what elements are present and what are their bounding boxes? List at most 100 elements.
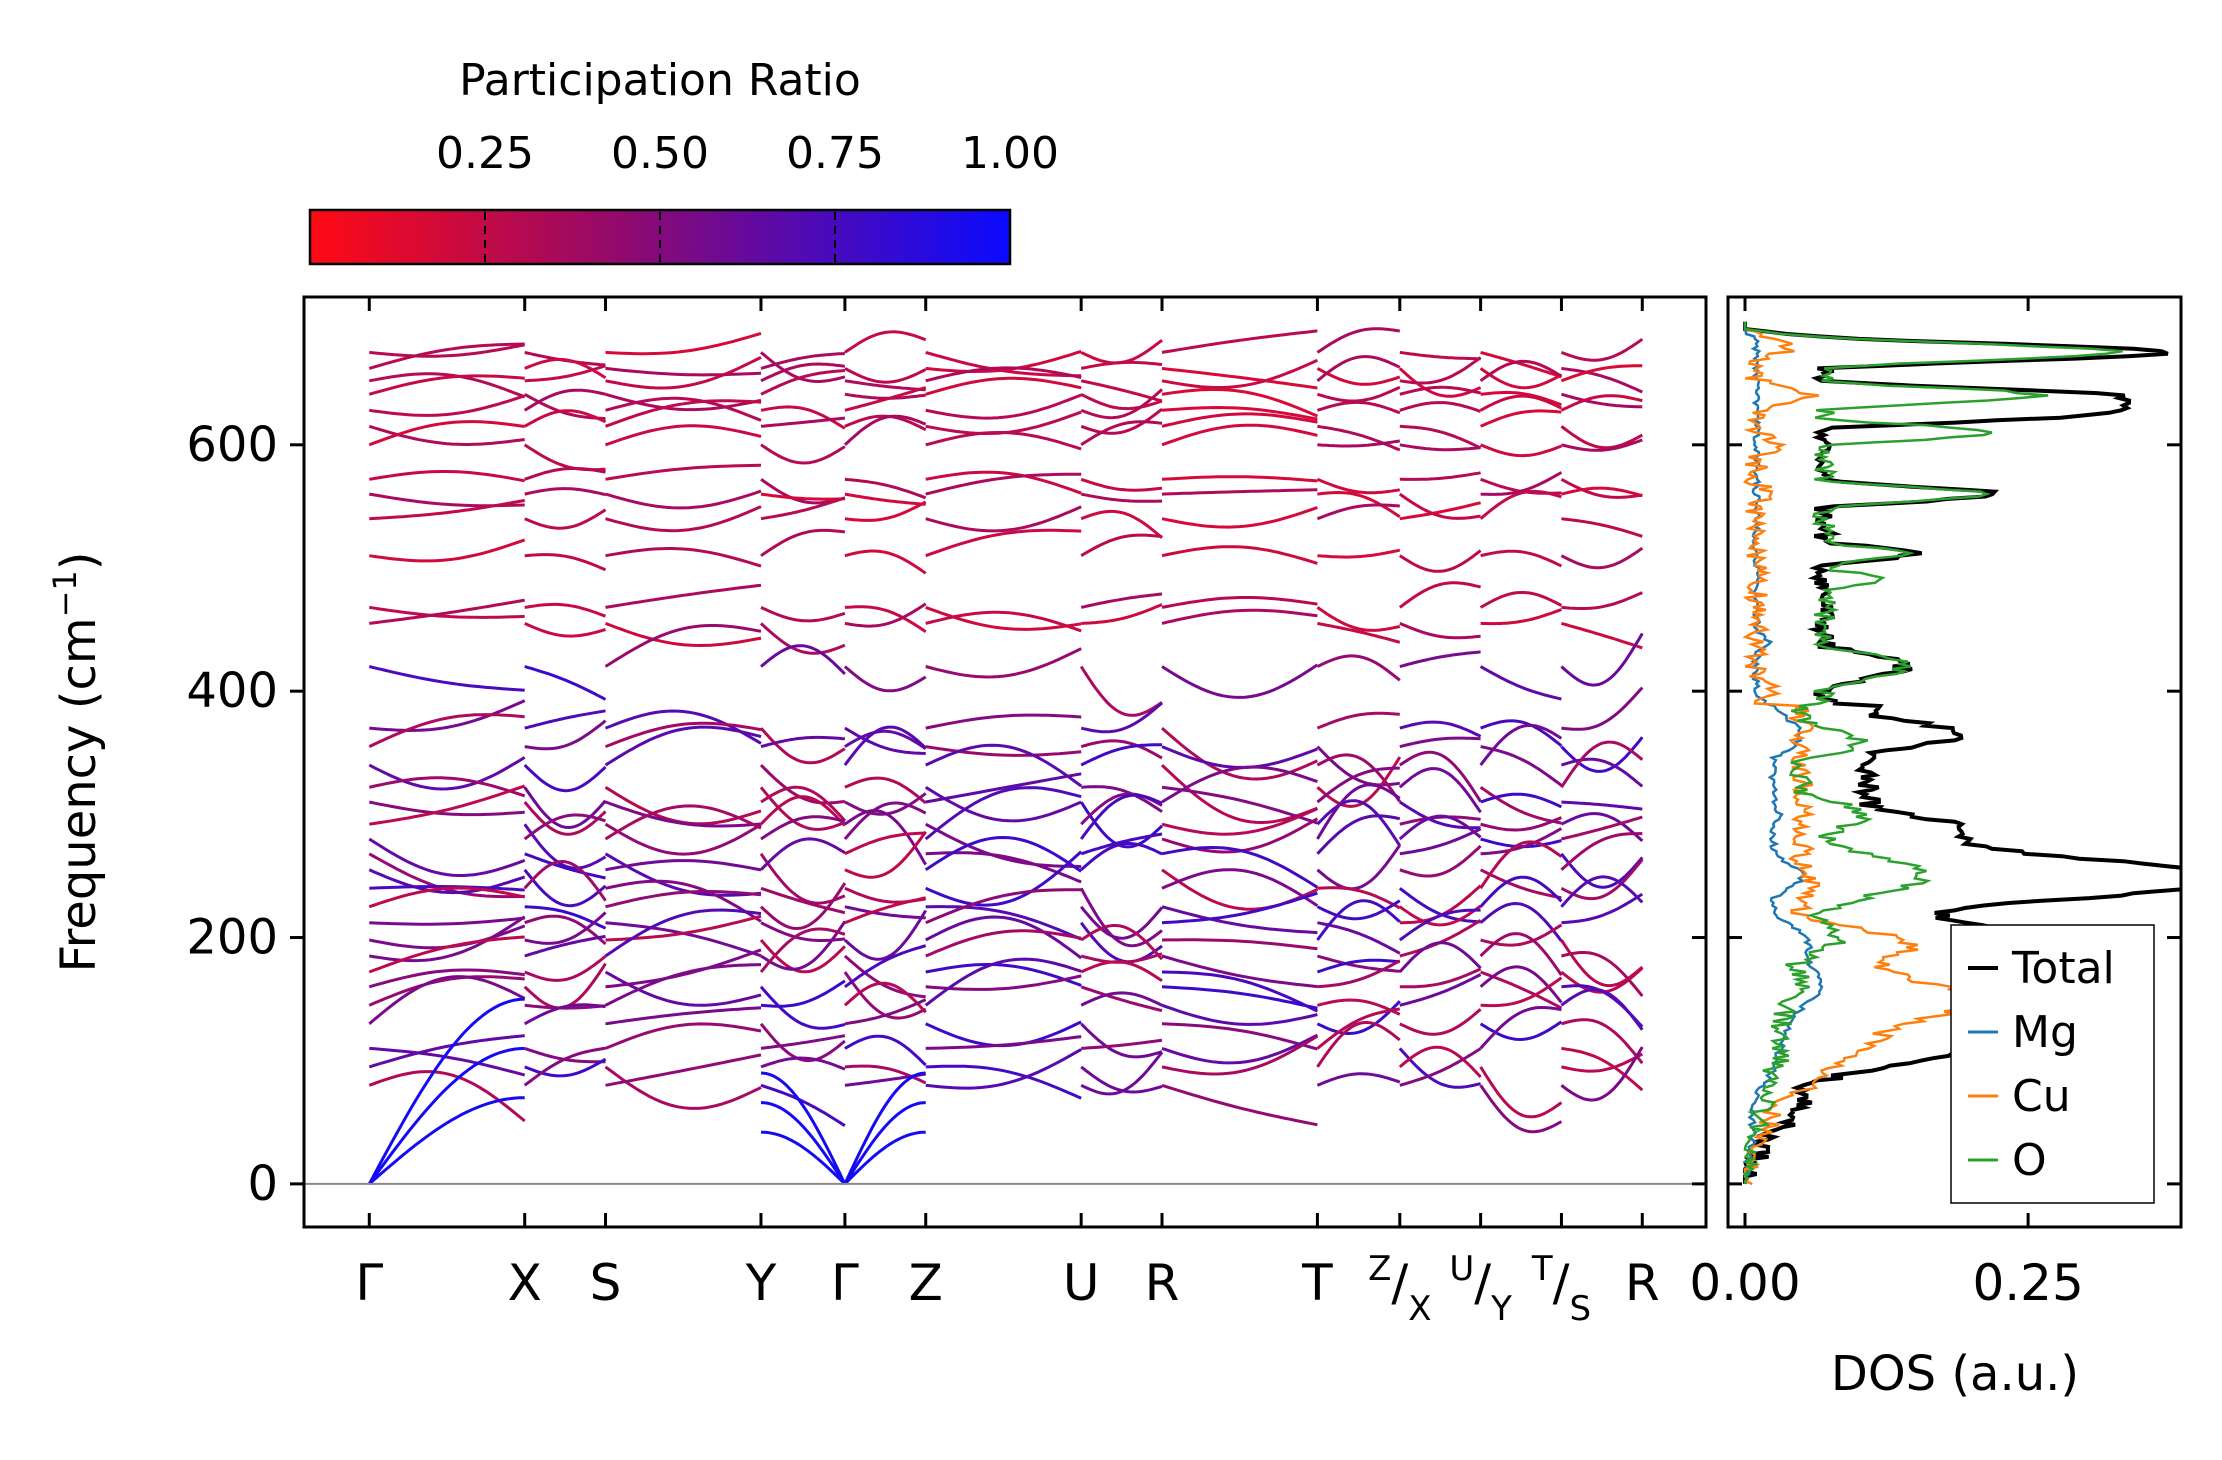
- phonon-band: [1480, 745, 1563, 787]
- phonon-band: [925, 915, 1083, 960]
- phonon-band: [1398, 750, 1482, 803]
- phonon-band: [1161, 1083, 1318, 1127]
- phonon-band: [1316, 1072, 1401, 1087]
- phonon-band: [1161, 970, 1319, 1013]
- phonon-band: [368, 1034, 525, 1069]
- acoustic-band: [843, 1071, 926, 1185]
- phonon-band: [1399, 501, 1481, 521]
- x-tick-label-composite: U/Y: [1449, 1249, 1512, 1329]
- phonon-band: [1316, 477, 1401, 495]
- y-tick-label: 0: [247, 1156, 278, 1212]
- phonon-band: [844, 944, 927, 989]
- colorbar-tick-label: 1.00: [961, 128, 1059, 179]
- phonon-band: [1560, 858, 1644, 901]
- phonon-band: [1399, 1008, 1482, 1036]
- colorbar-tick-label: 0.75: [786, 128, 884, 179]
- phonon-band: [524, 665, 607, 701]
- phonon-band: [523, 813, 606, 841]
- phonon-band: [369, 499, 525, 521]
- phonon-band: [1161, 765, 1318, 804]
- phonon-band: [1316, 1000, 1401, 1035]
- phonon-band: [844, 386, 927, 412]
- x-tick-label: Z: [909, 1254, 943, 1312]
- phonon-band: [605, 547, 762, 568]
- legend-label: O: [2012, 1135, 2047, 1186]
- phonon-band: [1560, 987, 1644, 1031]
- phonon-band: [1317, 886, 1401, 910]
- phonon-band: [1080, 739, 1163, 760]
- phonon-band: [1560, 364, 1643, 383]
- phonon-band: [604, 624, 762, 668]
- phonon-band: [1479, 1006, 1562, 1050]
- acoustic-band: [760, 1071, 847, 1185]
- phonon-band: [524, 852, 606, 880]
- acoustic-band: [367, 997, 525, 1185]
- phonon-band: [924, 822, 1082, 868]
- phonon-band: [843, 954, 926, 999]
- phonon-band: [1080, 743, 1162, 767]
- phonon-band: [843, 414, 927, 446]
- phonon-band: [523, 1003, 606, 1026]
- phonon-band: [605, 355, 762, 390]
- phonon-band: [604, 822, 762, 856]
- phonon-band: [925, 528, 1082, 558]
- phonon-band: [1561, 1052, 1643, 1073]
- phonon-band: [1561, 1018, 1644, 1065]
- phonon-band: [368, 342, 525, 370]
- x-tick-label: R: [1625, 1254, 1660, 1312]
- phonon-band: [524, 466, 606, 481]
- phonon-band: [1399, 385, 1481, 396]
- phonon-band: [1160, 764, 1318, 825]
- phonon-band: [605, 859, 762, 872]
- phonon-band: [924, 957, 1082, 1007]
- y-tick-label: 200: [186, 910, 278, 966]
- phonon-band: [1398, 767, 1482, 814]
- phonon-band: [1317, 921, 1401, 955]
- phonon-band: [1316, 400, 1401, 415]
- phonon-band: [925, 349, 1082, 373]
- x-tick-label: Y: [745, 1254, 777, 1312]
- phonon-band: [1317, 439, 1401, 448]
- phonon-band: [1399, 844, 1482, 878]
- phonon-band: [605, 366, 762, 377]
- phonon-band: [844, 726, 926, 755]
- phonon-band: [1080, 492, 1162, 503]
- phonon-band: [844, 896, 927, 925]
- phonon-band: [1317, 621, 1401, 644]
- phonon-band: [604, 621, 762, 648]
- dos-x-tick-label: 0.00: [1689, 1254, 1800, 1312]
- phonon-band: [1561, 892, 1644, 925]
- phonon-band: [759, 727, 846, 765]
- phonon-band: [1561, 486, 1643, 498]
- phonon-band: [1080, 1051, 1164, 1096]
- phonon-band: [1161, 358, 1319, 389]
- phonon-band: [925, 470, 1082, 495]
- phonon-band: [760, 920, 847, 971]
- phonon-band: [1479, 665, 1562, 701]
- phonon-band: [1561, 621, 1643, 650]
- phonon-band: [925, 472, 1082, 496]
- phonon-band: [843, 725, 927, 766]
- phonon-band: [925, 1020, 1082, 1048]
- phonon-band: [368, 886, 526, 909]
- phonon-band: [605, 583, 762, 609]
- phonon-band: [1398, 908, 1481, 942]
- phonon-band: [368, 975, 525, 1007]
- x-tick-label: U: [1063, 1254, 1100, 1312]
- phonon-band: [368, 776, 526, 798]
- phonon-band: [760, 362, 846, 383]
- phonon-band: [1398, 904, 1482, 927]
- phonon-band: [1479, 591, 1563, 609]
- phonon-band: [1479, 367, 1563, 390]
- phonon-band: [1479, 901, 1563, 942]
- phonon-band: [524, 602, 607, 618]
- phonon-band: [1080, 991, 1163, 1007]
- phonon-band: [605, 914, 762, 942]
- phonon-band: [1479, 1066, 1563, 1119]
- phonon-band: [1080, 924, 1164, 961]
- phonon-band: [1480, 816, 1562, 832]
- phonon-band: [1080, 392, 1163, 411]
- phonon-band: [844, 492, 926, 506]
- phonon-band: [605, 463, 762, 481]
